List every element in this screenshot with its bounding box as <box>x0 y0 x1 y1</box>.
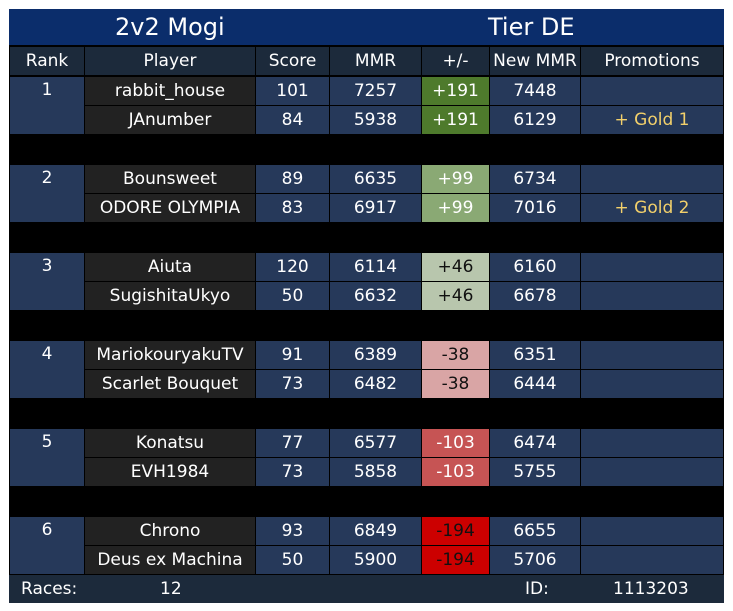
promotion-cell <box>580 76 724 106</box>
header-rank: Rank <box>9 46 85 76</box>
mmr-change-cell: -38 <box>421 340 490 370</box>
promotion-cell <box>580 457 724 487</box>
mmr-cell: 6849 <box>329 516 422 546</box>
new-mmr-cell: 6444 <box>489 369 581 399</box>
promotion-cell <box>580 545 724 575</box>
mogi-title: 2v2 Mogi <box>115 13 225 41</box>
score-cell: 50 <box>255 281 330 311</box>
tier-label: Tier DE <box>488 13 575 41</box>
rank-cell: 1 <box>9 76 85 135</box>
mmr-cell: 6635 <box>329 164 422 194</box>
score-cell: 91 <box>255 340 330 370</box>
mmr-cell: 6482 <box>329 369 422 399</box>
rank-cell: 2 <box>9 164 85 223</box>
player-name: Bounsweet <box>84 164 256 194</box>
player-name: Chrono <box>84 516 256 546</box>
score-cell: 120 <box>255 252 330 282</box>
mmr-cell: 6389 <box>329 340 422 370</box>
promotion-cell: + Gold 1 <box>580 105 724 135</box>
new-mmr-cell: 6474 <box>489 428 581 458</box>
new-mmr-cell: 6351 <box>489 340 581 370</box>
promotion-cell <box>580 428 724 458</box>
score-cell: 84 <box>255 105 330 135</box>
new-mmr-cell: 5706 <box>489 545 581 575</box>
id-label: ID: <box>525 579 549 599</box>
rank-cell: 6 <box>9 516 85 575</box>
races-label: Races: <box>21 579 78 599</box>
mmr-cell: 6577 <box>329 428 422 458</box>
mmr-change-cell: -38 <box>421 369 490 399</box>
rank-cell: 4 <box>9 340 85 399</box>
score-cell: 83 <box>255 193 330 223</box>
promotion-cell <box>580 164 724 194</box>
mmr-cell: 5938 <box>329 105 422 135</box>
mmr-change-cell: +191 <box>421 105 490 135</box>
mmr-change-cell: +99 <box>421 164 490 194</box>
mmr-change-cell: +46 <box>421 252 490 282</box>
mmr-change-cell: +46 <box>421 281 490 311</box>
new-mmr-cell: 6160 <box>489 252 581 282</box>
header-player: Player <box>84 46 256 76</box>
rank-cell: 5 <box>9 428 85 487</box>
score-cell: 73 <box>255 457 330 487</box>
player-name: Scarlet Bouquet <box>84 369 256 399</box>
new-mmr-cell: 5755 <box>489 457 581 487</box>
header-mmr: MMR <box>329 46 422 76</box>
player-name: MariokouryakuTV <box>84 340 256 370</box>
header-score: Score <box>255 46 330 76</box>
promotion-cell <box>580 340 724 370</box>
player-name: EVH1984 <box>84 457 256 487</box>
promotion-cell <box>580 516 724 546</box>
results-table: 2v2 Mogi Tier DE Rank Player Score MMR +/- Ne… <box>9 9 724 603</box>
header-new-mmr: New MMR <box>489 46 581 76</box>
mmr-change-cell: -194 <box>421 516 490 546</box>
score-cell: 101 <box>255 76 330 106</box>
score-cell: 73 <box>255 369 330 399</box>
mmr-change-cell: +99 <box>421 193 490 223</box>
header-delta: +/- <box>421 46 490 76</box>
score-cell: 50 <box>255 545 330 575</box>
races-value: 12 <box>160 579 182 599</box>
player-name: ODORE OLYMPIA <box>84 193 256 223</box>
mmr-change-cell: -103 <box>421 428 490 458</box>
promotion-cell <box>580 281 724 311</box>
mmr-cell: 6632 <box>329 281 422 311</box>
id-value: 1113203 <box>613 579 689 599</box>
promotion-cell: + Gold 2 <box>580 193 724 223</box>
new-mmr-cell: 6655 <box>489 516 581 546</box>
footer: Races: 12 ID: 1113203 <box>9 575 724 603</box>
player-name: JAnumber <box>84 105 256 135</box>
score-cell: 89 <box>255 164 330 194</box>
title-bar: 2v2 Mogi Tier DE <box>9 9 724 45</box>
mmr-cell: 5858 <box>329 457 422 487</box>
player-name: Konatsu <box>84 428 256 458</box>
mmr-cell: 5900 <box>329 545 422 575</box>
score-cell: 93 <box>255 516 330 546</box>
new-mmr-cell: 7448 <box>489 76 581 106</box>
mmr-change-cell: -103 <box>421 457 490 487</box>
player-name: SugishitaUkyo <box>84 281 256 311</box>
new-mmr-cell: 7016 <box>489 193 581 223</box>
mmr-cell: 7257 <box>329 76 422 106</box>
score-cell: 77 <box>255 428 330 458</box>
mmr-change-cell: +191 <box>421 76 490 106</box>
mmr-cell: 6917 <box>329 193 422 223</box>
mmr-change-cell: -194 <box>421 545 490 575</box>
promotion-cell <box>580 252 724 282</box>
promotion-cell <box>580 369 724 399</box>
player-name: rabbit_house <box>84 76 256 106</box>
rank-cell: 3 <box>9 252 85 311</box>
new-mmr-cell: 6734 <box>489 164 581 194</box>
header-promotions: Promotions <box>580 46 724 76</box>
player-name: Aiuta <box>84 252 256 282</box>
player-name: Deus ex Machina <box>84 545 256 575</box>
new-mmr-cell: 6678 <box>489 281 581 311</box>
new-mmr-cell: 6129 <box>489 105 581 135</box>
mmr-cell: 6114 <box>329 252 422 282</box>
